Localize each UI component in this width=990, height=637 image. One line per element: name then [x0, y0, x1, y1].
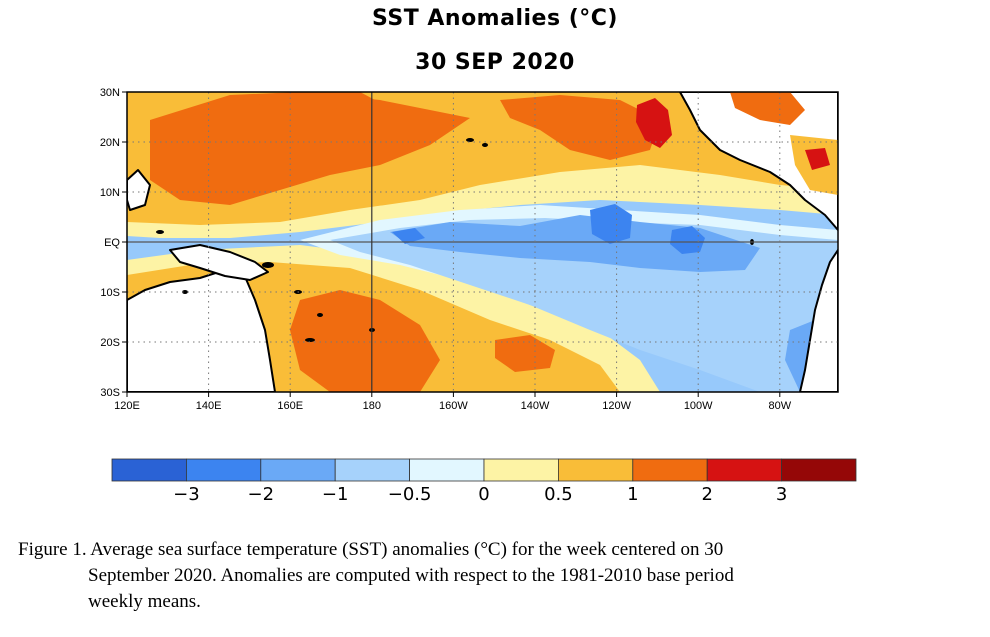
- anomaly-region: [670, 226, 705, 254]
- colorbar-label: 2: [701, 484, 712, 505]
- island: [182, 290, 188, 294]
- anomaly-region: [290, 290, 440, 392]
- longitude-label: 80W: [768, 400, 791, 412]
- anomaly-region: [230, 92, 375, 110]
- longitude-label: 120W: [602, 400, 631, 412]
- island: [482, 143, 488, 147]
- colorbar-label: −0.5: [388, 484, 432, 505]
- longitude-axis: 120E 140E 160E 180 160W 140W 120W 100W 80W: [114, 392, 792, 412]
- longitude-label: 160E: [277, 400, 303, 412]
- landmass-australia: [127, 264, 276, 392]
- caption-line-1: Figure 1. Average sea surface temperatur…: [18, 539, 724, 560]
- anomaly-region: [392, 228, 425, 244]
- caption-line-3: weekly means.: [88, 591, 201, 612]
- colorbar-swatch: [483, 458, 559, 482]
- latitude-label: 10N: [100, 187, 120, 199]
- colorbar-swatch: [706, 458, 783, 482]
- landmass-americas: [679, 92, 838, 231]
- land-masses: [127, 92, 838, 392]
- anomaly-region: [150, 95, 470, 205]
- longitude-label: 140E: [196, 400, 222, 412]
- colorbar-swatch: [111, 458, 187, 482]
- landmass-new-guinea: [169, 244, 269, 281]
- landmass-maritime-asia: [127, 169, 151, 211]
- colorbar-label: 1: [627, 484, 638, 505]
- latitude-label: EQ: [104, 237, 120, 249]
- latitude-label: 20N: [100, 137, 120, 149]
- caption-line-2: September 2020. Anomalies are computed w…: [88, 565, 734, 586]
- colorbar-label: 0.5: [544, 484, 573, 505]
- latitude-label: 20S: [100, 337, 120, 349]
- colorbar: −3 −2 −1 −0.5 0 0.5 1 2 3: [111, 458, 857, 505]
- sst-anomaly-map: 30N 20N 10N EQ 10S 20S 30S 120E 140E 160E 180 160W…: [100, 87, 857, 505]
- island: [156, 230, 164, 234]
- island: [466, 138, 474, 142]
- anomaly-region: [590, 204, 632, 244]
- colorbar-swatch: [781, 458, 857, 482]
- map-plot-area: [127, 92, 838, 392]
- anomaly-region: [495, 335, 555, 372]
- latitude-label: 10S: [100, 287, 120, 299]
- anomaly-region: [730, 92, 805, 125]
- latitude-axis: 30N 20N 10N EQ 10S 20S 30S: [100, 87, 127, 399]
- anomaly-region: [500, 95, 660, 160]
- island: [305, 338, 315, 342]
- grid-lines: [127, 92, 838, 392]
- colorbar-swatch: [409, 458, 485, 482]
- colorbar-swatch: [558, 458, 634, 482]
- latitude-label: 30S: [100, 387, 120, 399]
- latitude-label: 30N: [100, 87, 120, 99]
- colorbar-label: −3: [173, 484, 200, 505]
- island: [317, 313, 323, 317]
- islands: [156, 138, 754, 342]
- anomaly-region: [636, 98, 672, 148]
- longitude-label: 120E: [114, 400, 140, 412]
- island: [262, 262, 274, 268]
- colorbar-label: −2: [248, 484, 275, 505]
- colorbar-swatch: [185, 458, 262, 482]
- colorbar-swatch: [632, 458, 708, 482]
- landmass-south-america: [799, 249, 838, 392]
- longitude-label: 100W: [684, 400, 713, 412]
- colorbar-swatch: [334, 458, 411, 482]
- colorbar-label: 3: [776, 484, 787, 505]
- map-date: 30 SEP 2020: [415, 50, 575, 75]
- longitude-label: 180: [363, 400, 381, 412]
- colorbar-label: −1: [322, 484, 349, 505]
- anomaly-region: [390, 215, 760, 272]
- anomaly-region: [805, 148, 830, 170]
- longitude-label: 140W: [521, 400, 550, 412]
- longitude-label: 160W: [439, 400, 468, 412]
- map-title: SST Anomalies (°C): [372, 6, 618, 31]
- figure-caption: Figure 1. Average sea surface temperatur…: [18, 537, 978, 615]
- colorbar-swatch: [260, 458, 336, 482]
- colorbar-label: 0: [478, 484, 489, 505]
